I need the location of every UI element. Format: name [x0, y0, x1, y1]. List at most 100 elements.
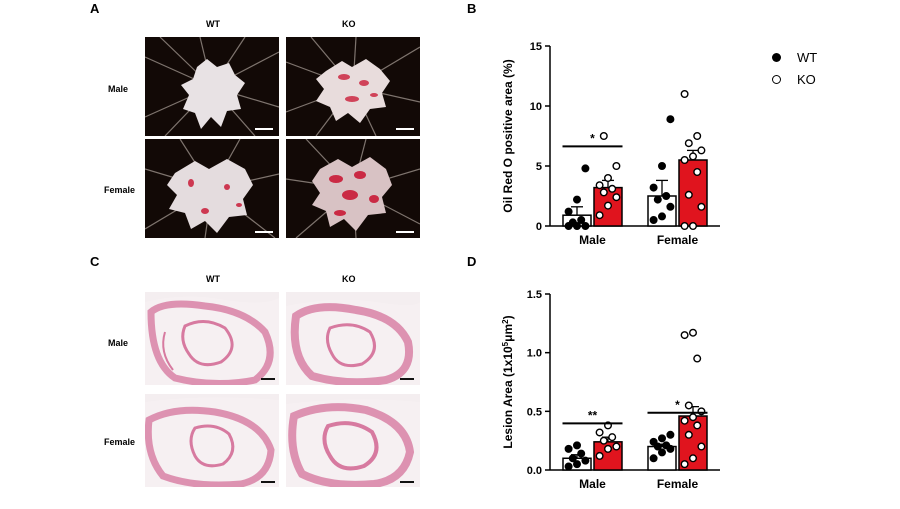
column-label-ko: KO [342, 19, 356, 29]
chart-d: 0.0 0.5 1.0 1.5 Lesion Area (1x105μm2) Male **… [490, 282, 730, 504]
legend: WT KO [772, 46, 817, 90]
histology-section-female-ko [286, 394, 420, 487]
data-point-ko [603, 173, 612, 182]
data-point-wt [568, 218, 577, 227]
data-point-ko [684, 430, 693, 439]
data-point-ko [693, 167, 702, 176]
chart-b-svg: 0 5 10 15 Oil Red O positive area (%) Male * Fe… [501, 41, 720, 247]
data-point-ko [697, 442, 706, 451]
data-point-wt [666, 115, 675, 124]
data-point-ko [603, 201, 612, 210]
data-point-wt [564, 207, 573, 216]
data-point-wt [572, 460, 581, 469]
data-point-wt [572, 195, 581, 204]
data-point-ko [688, 454, 697, 463]
data-point-ko [684, 401, 693, 410]
data-point-wt [564, 462, 573, 471]
data-point-ko [608, 433, 617, 442]
aorta-photo-male-wt [145, 37, 279, 136]
x-category-label: Male [579, 233, 606, 247]
y-tick-label: 15 [530, 41, 542, 53]
row-label-male: Male [108, 84, 129, 94]
y-axis-title: Oil Red O positive area (%) [501, 59, 515, 212]
y-tick-label: 0.0 [527, 465, 542, 477]
data-point-ko [693, 354, 702, 363]
bar-ko [678, 159, 708, 227]
data-point-ko [599, 188, 608, 197]
data-point-ko [595, 451, 604, 460]
data-point-ko [612, 442, 621, 451]
data-point-ko [697, 202, 706, 211]
data-point-ko [680, 460, 689, 469]
column-label-ko: KO [342, 274, 356, 284]
data-point-ko [680, 416, 689, 425]
row-label-female: Female [104, 185, 136, 195]
aorta-photo-female-wt [145, 139, 279, 238]
histology-section-female-wt [145, 394, 279, 487]
significance-label: ** [588, 408, 598, 422]
scale-bar [396, 128, 414, 130]
scale-bar [400, 378, 414, 380]
legend-label: WT [797, 49, 818, 65]
data-point-ko [680, 221, 689, 230]
y-tick-label: 0.5 [527, 406, 542, 418]
scale-bar [261, 481, 275, 483]
legend-item-ko: KO [772, 68, 817, 90]
data-point-wt [653, 195, 662, 204]
data-point-wt [662, 441, 671, 450]
panel-letter-a: A [90, 1, 100, 16]
data-point-wt [577, 215, 586, 224]
legend-item-wt: WT [772, 46, 817, 68]
data-point-ko [684, 139, 693, 148]
data-point-wt [568, 454, 577, 463]
y-tick-label: 0 [536, 221, 542, 233]
data-point-ko [693, 421, 702, 430]
data-point-wt [657, 161, 666, 170]
data-point-wt [657, 448, 666, 457]
x-category-label: Female [657, 233, 699, 247]
row-label-female: Female [104, 437, 136, 447]
y-tick-label: 5 [536, 161, 542, 173]
data-point-ko [680, 155, 689, 164]
data-point-ko [688, 413, 697, 422]
x-category-label: Female [657, 477, 699, 491]
y-tick-label: 1.5 [527, 289, 542, 301]
data-point-wt [581, 164, 590, 173]
panel-letter-b: B [467, 1, 477, 16]
data-point-ko [612, 193, 621, 202]
data-point-wt [572, 441, 581, 450]
data-point-wt [649, 437, 658, 446]
panel-letter-d: D [467, 254, 477, 269]
scale-bar [261, 378, 275, 380]
data-point-wt [657, 212, 666, 221]
data-point-wt [649, 215, 658, 224]
scale-bar [396, 231, 414, 233]
aorta-photo-female-ko [286, 139, 420, 238]
data-point-ko [688, 152, 697, 161]
histology-section-male-ko [286, 292, 420, 385]
data-point-wt [564, 444, 573, 453]
open-circle-icon [772, 74, 781, 84]
scale-bar [400, 481, 414, 483]
data-point-ko [612, 161, 621, 170]
data-point-wt [666, 202, 675, 211]
data-point-ko [599, 436, 608, 445]
y-tick-label: 10 [530, 101, 542, 113]
data-point-ko [680, 331, 689, 340]
data-point-ko [684, 190, 693, 199]
x-category-label: Male [579, 477, 606, 491]
histology-section-male-wt [145, 292, 279, 385]
data-point-ko [680, 90, 689, 99]
aorta-photo-male-ko [286, 37, 420, 136]
data-point-ko [688, 221, 697, 230]
column-label-wt: WT [206, 19, 220, 29]
data-point-ko [595, 181, 604, 190]
data-point-wt [649, 183, 658, 192]
data-point-wt [581, 456, 590, 465]
data-point-ko [697, 146, 706, 155]
data-point-ko [595, 428, 604, 437]
data-point-ko [693, 131, 702, 140]
y-tick-label: 1.0 [527, 348, 542, 360]
data-point-wt [577, 449, 586, 458]
